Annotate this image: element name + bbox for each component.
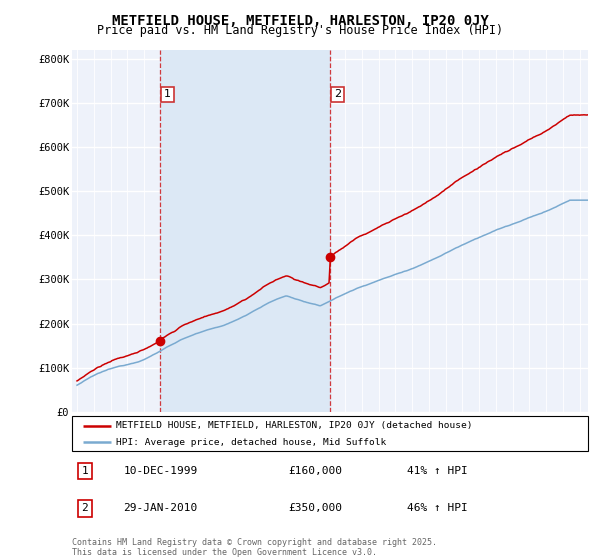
- Text: 1: 1: [82, 466, 88, 476]
- Text: £350,000: £350,000: [289, 503, 343, 513]
- Text: 10-DEC-1999: 10-DEC-1999: [124, 466, 198, 476]
- Text: 41% ↑ HPI: 41% ↑ HPI: [407, 466, 468, 476]
- Text: HPI: Average price, detached house, Mid Suffolk: HPI: Average price, detached house, Mid …: [116, 437, 386, 447]
- Text: METFIELD HOUSE, METFIELD, HARLESTON, IP20 0JY (detached house): METFIELD HOUSE, METFIELD, HARLESTON, IP2…: [116, 421, 472, 430]
- Text: Price paid vs. HM Land Registry's House Price Index (HPI): Price paid vs. HM Land Registry's House …: [97, 24, 503, 36]
- Text: METFIELD HOUSE, METFIELD, HARLESTON, IP20 0JY: METFIELD HOUSE, METFIELD, HARLESTON, IP2…: [112, 14, 488, 28]
- Text: £160,000: £160,000: [289, 466, 343, 476]
- Text: 2: 2: [82, 503, 88, 513]
- Text: Contains HM Land Registry data © Crown copyright and database right 2025.
This d: Contains HM Land Registry data © Crown c…: [72, 538, 437, 557]
- FancyBboxPatch shape: [72, 416, 588, 451]
- Bar: [160, 50, 329, 412]
- Text: 46% ↑ HPI: 46% ↑ HPI: [407, 503, 468, 513]
- Text: 1: 1: [164, 90, 171, 100]
- Text: 29-JAN-2010: 29-JAN-2010: [124, 503, 198, 513]
- Text: 2: 2: [334, 90, 341, 100]
